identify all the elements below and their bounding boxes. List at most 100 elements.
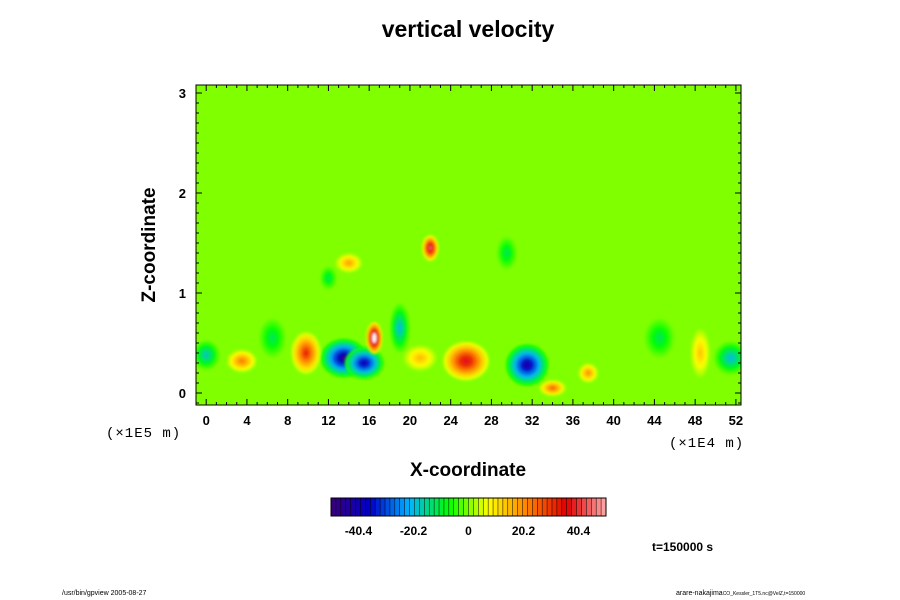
x-tick-label: 36 [566, 413, 580, 428]
x-tick-label: 20 [403, 413, 417, 428]
colorbar-tick-label: 20.2 [512, 524, 536, 538]
colorbar-cell [404, 498, 410, 516]
colorbar-cell [493, 498, 499, 516]
x-tick-label: 52 [729, 413, 743, 428]
colorbar-cell [473, 498, 479, 516]
heatmap-cell [366, 322, 383, 354]
x-tick-label: 32 [525, 413, 539, 428]
colorbar-cell [581, 498, 587, 516]
x-tick-label: 44 [647, 413, 662, 428]
heatmap-cell [690, 329, 711, 377]
footer-right: arare-nakajimaCO_Kessler_1T5.nc@VelZ,t=1… [676, 590, 805, 597]
colorbar-tick-label: 40.4 [567, 524, 591, 538]
x-tick-label: 0 [203, 413, 210, 428]
heatmap-cell [291, 332, 321, 374]
x-tick-label: 24 [443, 413, 458, 428]
colorbar-cell [443, 498, 450, 516]
colorbar-cell [512, 498, 518, 516]
x-tick-label: 4 [243, 413, 251, 428]
colorbar-cell [414, 498, 420, 516]
footer-right-main: arare-nakajima [676, 590, 723, 597]
colorbar-cell [566, 498, 572, 516]
y-tick-label: 2 [179, 186, 186, 201]
colorbar-cell [497, 498, 504, 516]
heatmap-cell [403, 345, 437, 371]
colorbar-cell [439, 498, 445, 516]
colorbar-tick-label: 0 [465, 524, 472, 538]
colorbar-cell [360, 498, 366, 516]
colorbar-cell [389, 498, 396, 516]
colorbar-cell [380, 498, 386, 516]
colorbar-cell [527, 498, 533, 516]
footer-left: /usr/bin/gpview 2005-08-27 [62, 590, 147, 597]
colorbar-cell [424, 498, 430, 516]
colorbar-cell [551, 498, 558, 516]
colorbar-cell [365, 498, 371, 516]
y-tick-label: 0 [179, 386, 186, 401]
y-tick-label: 3 [179, 86, 186, 101]
colorbar-cell [542, 498, 548, 516]
colorbar-cell [350, 498, 356, 516]
colorbar-cell [576, 498, 582, 516]
colorbar-cell [556, 498, 563, 516]
x-axis-unit: (×1E4 m) [669, 436, 745, 452]
colorbar-cell [448, 498, 455, 516]
colorbar-cell [483, 498, 489, 516]
heatmap-cell [496, 237, 517, 269]
colorbar: -40.4 -20.2 0 20.2 40.4 [330, 497, 607, 538]
x-tick-label: 48 [688, 413, 702, 428]
colorbar-cell [429, 498, 435, 516]
colorbar-cell [517, 498, 523, 516]
heatmap-cell [644, 318, 675, 358]
heatmap-cell [335, 253, 362, 273]
colorbar-cell [370, 498, 376, 516]
colorbar-cell [468, 498, 474, 516]
heatmap-cell [196, 340, 220, 370]
colorbar-cell [409, 498, 415, 516]
colorbar-cell [532, 498, 538, 516]
y-tick-label: 1 [179, 286, 186, 301]
heatmap-plot [196, 85, 741, 405]
time-annotation: t=150000 s [652, 540, 714, 554]
colorbar-cell [385, 498, 391, 516]
footer-right-small: CO_Kessler_1T5.nc@VelZ,t=150000 [722, 591, 806, 597]
x-tick-label: 16 [362, 413, 376, 428]
chart-title: vertical velocity [381, 16, 555, 42]
x-tick-label: 12 [321, 413, 335, 428]
heatmap-cell [422, 235, 439, 261]
colorbar-cell [331, 498, 337, 516]
colorbar-cell [478, 498, 484, 516]
heatmap-cell [714, 342, 741, 374]
heatmap-cell [443, 341, 489, 381]
colorbar-cell [547, 498, 553, 516]
colorbar-frame [330, 497, 607, 517]
colorbar-cell [453, 498, 459, 516]
heatmap-cell [227, 349, 257, 373]
x-tick-label: 28 [484, 413, 498, 428]
x-tick-label: 40 [606, 413, 620, 428]
colorbar-tick-label: -40.4 [345, 524, 373, 538]
colorbar-cell [340, 498, 347, 516]
heatmap-cell [539, 380, 566, 396]
plot-frame [195, 84, 742, 406]
colorbar-cell [596, 498, 602, 516]
colorbar-cell [601, 498, 607, 516]
heatmap-cell [389, 304, 410, 352]
y-axis-unit: (×1E5 m) [106, 426, 182, 442]
colorbar-cell [537, 498, 543, 516]
colorbar-cell [335, 498, 342, 516]
colorbar-cell [434, 498, 440, 516]
heatmap-cell [505, 344, 549, 386]
heatmap-cell [344, 347, 384, 379]
colorbar-cell [375, 498, 381, 516]
colorbar-cell [345, 498, 351, 516]
colorbar-cell [399, 498, 405, 516]
colorbar-cell [419, 498, 425, 516]
colorbar-cell [522, 498, 528, 516]
x-tick-label: 8 [284, 413, 291, 428]
colorbar-cell [586, 498, 592, 516]
colorbar-cell [571, 498, 577, 516]
colorbar-cell [507, 498, 513, 516]
